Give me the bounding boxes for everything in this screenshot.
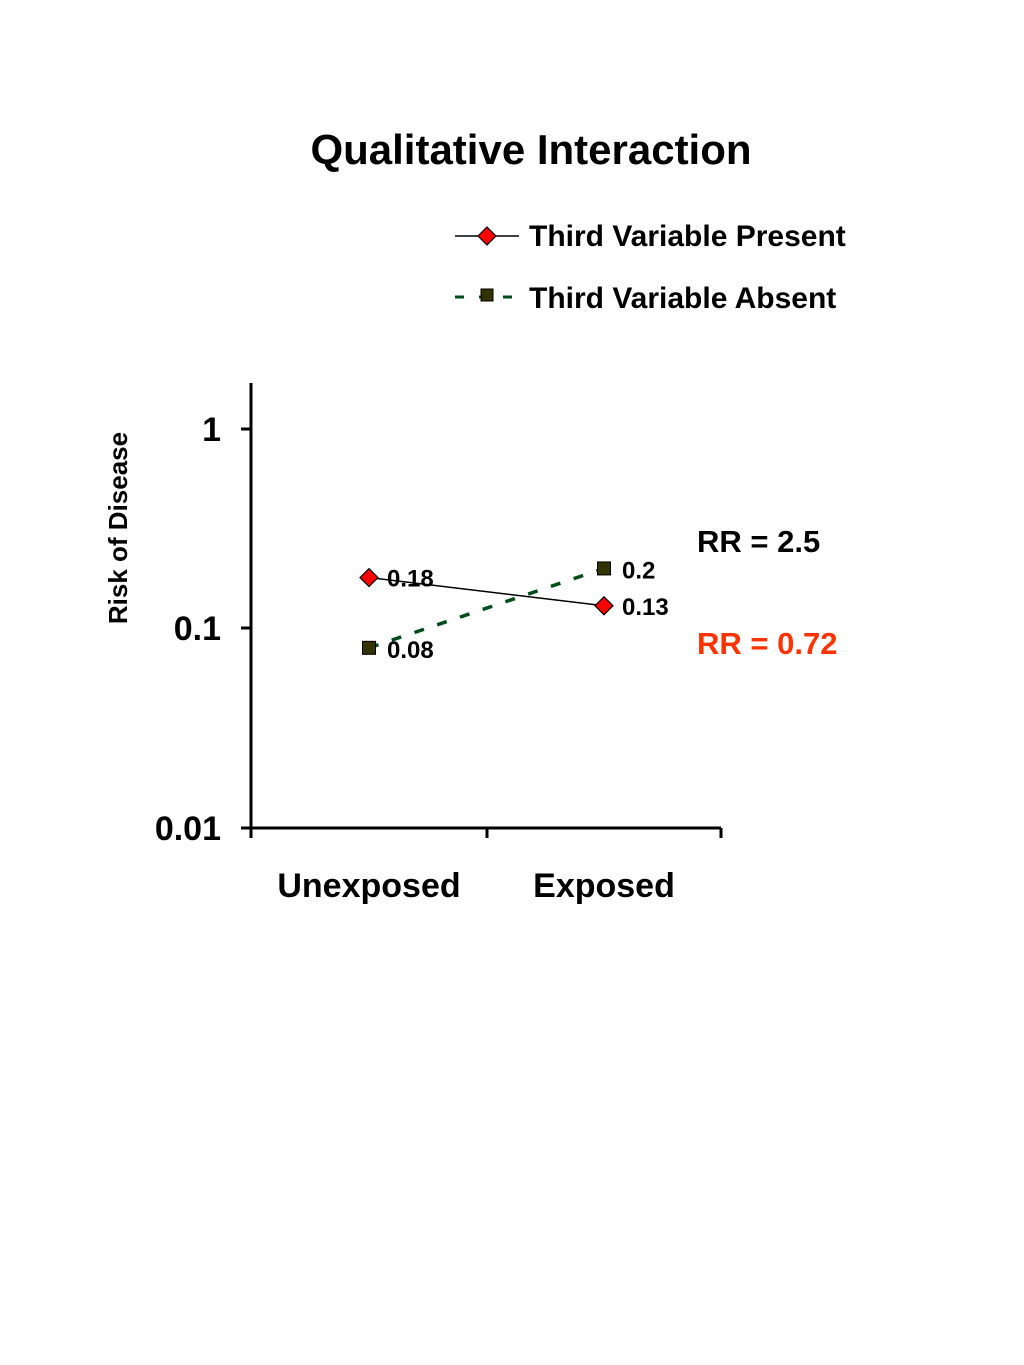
legend-entry-absent: Third Variable Absent — [455, 282, 836, 315]
annotation-rr-2-5: RR = 2.5 — [697, 524, 820, 559]
legend-present-marker — [477, 226, 497, 246]
series-present-point-exposed — [594, 595, 614, 616]
legend: Third Variable Present Third Variable Ab… — [455, 220, 846, 315]
annotation-rr-0-72: RR = 0.72 — [697, 626, 837, 661]
x-tick-label-unexposed: Unexposed — [277, 867, 460, 905]
series-absent-point-unexposed — [362, 640, 376, 655]
chart-title: Qualitative Interaction — [310, 126, 751, 173]
series-present-line — [368, 576, 605, 607]
y-tick-label-1: 1 — [202, 411, 221, 449]
data-label-absent-exposed: 0.2 — [622, 557, 655, 584]
series-absent-line — [368, 566, 605, 650]
data-label-present-unexposed: 0.18 — [387, 566, 434, 593]
y-tick-label-0.01: 0.01 — [155, 810, 221, 848]
x-tick-label-exposed: Exposed — [533, 867, 675, 905]
legend-absent-label: Third Variable Absent — [529, 282, 836, 315]
legend-absent-marker — [480, 288, 494, 302]
y-tick-label-0.1: 0.1 — [174, 610, 221, 648]
series-present-point-unexposed — [359, 567, 379, 588]
legend-entry-present: Third Variable Present — [455, 220, 846, 253]
series-absent-point-exposed — [597, 561, 611, 576]
y-axis-label: Risk of Disease — [103, 432, 133, 624]
data-label-absent-unexposed: 0.08 — [387, 637, 434, 664]
data-label-present-exposed: 0.13 — [622, 594, 669, 621]
legend-present-label: Third Variable Present — [529, 220, 846, 253]
